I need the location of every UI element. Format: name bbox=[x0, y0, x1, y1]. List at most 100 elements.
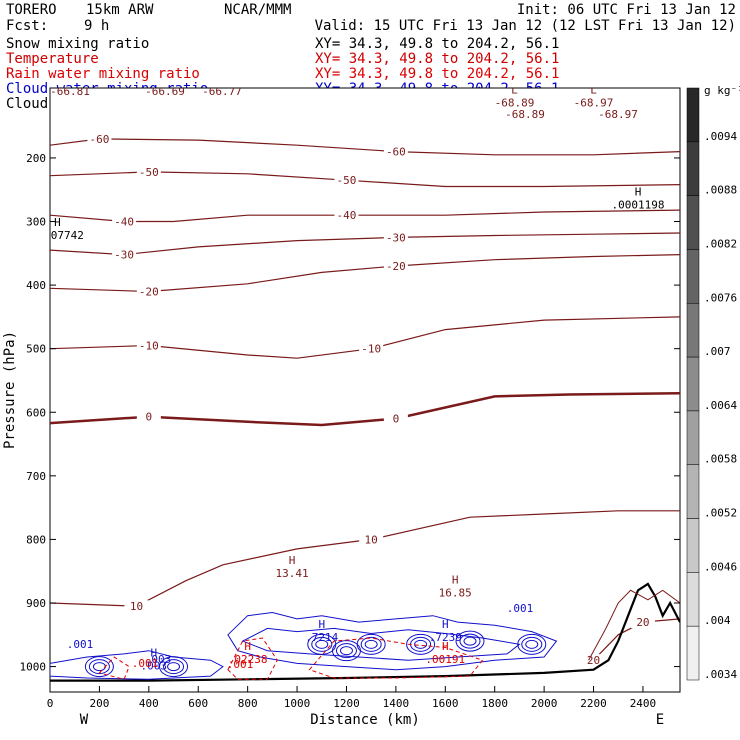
y-tick-label-1: 300 bbox=[26, 216, 46, 229]
temperature-contour-5 bbox=[50, 316, 680, 359]
extremum-value-7: .7239 bbox=[429, 631, 462, 644]
cloud-cell-6-2 bbox=[521, 636, 543, 652]
colorbar: .0094 .0088 .0082 .0076 .007 .0064 .0058 .0052.… bbox=[686, 87, 737, 681]
cloud-cell-2-2 bbox=[311, 636, 333, 652]
temperature-contour-6 bbox=[50, 391, 680, 427]
cloud-cell-0-2 bbox=[88, 659, 110, 675]
x-tick-label-11: 2200 bbox=[580, 697, 607, 710]
extremum-marker-4: L bbox=[511, 84, 518, 97]
colorbar-label-5: .0064 bbox=[704, 399, 737, 412]
y-tick-label-5: 700 bbox=[26, 470, 46, 483]
cloud-cell-7-3 bbox=[331, 640, 361, 662]
x-tick-label-10: 2000 bbox=[531, 697, 558, 710]
x-tick-label-12: 2400 bbox=[630, 697, 657, 710]
y-tick-label-4: 600 bbox=[26, 406, 46, 419]
surface-temperature-contour bbox=[588, 589, 680, 661]
x-tick-label-7: 1400 bbox=[383, 697, 410, 710]
extremum-value-0: .0001198 bbox=[612, 198, 665, 211]
x-tick-label-4: 800 bbox=[238, 697, 258, 710]
temperature-label-3-1: -30 bbox=[386, 231, 406, 244]
y-tick-label-0: 200 bbox=[26, 152, 46, 165]
temperature-contour-4 bbox=[50, 254, 680, 293]
temperature-label-7-0: 10 bbox=[130, 600, 143, 613]
temperature-contour-7 bbox=[50, 510, 680, 607]
colorbar-label-9: .004 bbox=[704, 614, 731, 627]
x-tick-label-0: 0 bbox=[47, 697, 54, 710]
cloud-water-label-0: .001 bbox=[67, 638, 94, 651]
colorbar-label-6: .0058 bbox=[704, 453, 737, 466]
extremum-marker-5: L bbox=[590, 84, 597, 97]
colorbar-swatch-2 bbox=[686, 195, 700, 250]
y-tick-label-3: 500 bbox=[26, 343, 46, 356]
legend-field-2: Rain water mixing ratio bbox=[6, 66, 200, 82]
legend-xsec-2: XY= 34.3, 49.8 to 204.2, 56.1 bbox=[315, 66, 559, 82]
cloud-water-contour-1 bbox=[227, 611, 558, 671]
x-tick-label-5: 1000 bbox=[284, 697, 311, 710]
temperature-label-7-1: 10 bbox=[365, 533, 378, 546]
colorbar-label-10: .0034 bbox=[704, 668, 737, 681]
x-tick-label-3: 600 bbox=[188, 697, 208, 710]
rain-water-contour-0 bbox=[98, 656, 130, 680]
cloud-cell-1-3 bbox=[159, 656, 189, 678]
temperature-label-8-1: 20 bbox=[636, 616, 649, 629]
extremum-value-2: 13.41 bbox=[276, 567, 309, 580]
extremum-marker-2: H bbox=[289, 554, 296, 567]
x-tick-label-1: 200 bbox=[89, 697, 109, 710]
temperature-extreme-2: -66.77 bbox=[202, 85, 242, 98]
model-name: TORERO bbox=[6, 2, 57, 18]
colorbar-swatch-3 bbox=[686, 249, 700, 304]
valid-time: Valid: 15 UTC Fri 13 Jan 12 (12 LST Fri … bbox=[315, 18, 736, 34]
legend-field-0: Snow mixing ratio bbox=[6, 36, 149, 52]
extremum-value-1: .0007742 bbox=[31, 229, 84, 242]
legend-xsec-0: XY= 34.3, 49.8 to 204.2, 56.1 bbox=[315, 36, 559, 52]
temperature-extreme-3: -68.89 bbox=[505, 108, 545, 121]
contour-layer: -60 -60 -50 -50 -40 -40 -30 -30 -20 -20 -10 -10 0 0 10… bbox=[31, 84, 680, 682]
colorbar-label-0: .0094 bbox=[704, 130, 737, 143]
rain-water-contour-2 bbox=[308, 637, 484, 679]
legend-field-1: Temperature bbox=[6, 51, 99, 67]
cloud-cell-4-1 bbox=[414, 639, 428, 649]
temperature-label-6-0: 0 bbox=[146, 411, 153, 424]
model-resolution: 15km ARW bbox=[86, 2, 154, 18]
cloud-cell-2-1 bbox=[315, 639, 329, 649]
temperature-label-0-0: -60 bbox=[89, 133, 109, 146]
temperature-label-3-0: -30 bbox=[114, 249, 134, 262]
colorbar-label-1: .0088 bbox=[704, 184, 737, 197]
extremum-marker-10: H bbox=[442, 640, 449, 653]
plot-area: -60 -60 -50 -50 -40 -40 -30 -30 -20 -20 -10 -10 0 0 10… bbox=[31, 84, 680, 682]
extremum-value-6: .7214 bbox=[305, 631, 338, 644]
extremum-marker-0: H bbox=[635, 185, 642, 198]
rain-label-1: .001 bbox=[227, 658, 254, 671]
extremum-marker-7: H bbox=[442, 618, 449, 631]
colorbar-label-7: .0052 bbox=[704, 507, 737, 520]
x-tick-label-2: 400 bbox=[139, 697, 159, 710]
extremum-marker-3: H bbox=[452, 573, 459, 586]
x-tick-label-9: 1800 bbox=[481, 697, 508, 710]
extremum-value-5: -68.97 bbox=[574, 97, 614, 110]
temperature-label-6-1: 0 bbox=[393, 413, 400, 426]
y-tick-label-7: 900 bbox=[26, 597, 46, 610]
cloud-cell-6-3 bbox=[517, 633, 547, 655]
extremum-value-10: .00191 bbox=[425, 653, 465, 666]
extremum-marker-9: H bbox=[244, 640, 251, 653]
colorbar-swatch-0 bbox=[686, 87, 700, 143]
extremum-value-9: .02238 bbox=[228, 653, 268, 666]
temperature-label-5-0: -10 bbox=[139, 339, 159, 352]
temperature-label-8-0: 20 bbox=[587, 654, 600, 667]
cloud-cell-5-2 bbox=[459, 633, 481, 649]
y-tick-label-2: 400 bbox=[26, 279, 46, 292]
y-tick-label-8: 1000 bbox=[20, 661, 47, 674]
colorbar-unit: g kg⁻¹ bbox=[704, 84, 740, 97]
cloud-cell-5-3 bbox=[455, 630, 485, 652]
extremum-marker-8: H bbox=[150, 646, 157, 659]
cloud-cell-7-2 bbox=[335, 643, 357, 659]
temperature-label-2-1: -40 bbox=[337, 209, 357, 222]
extremum-value-3: 16.85 bbox=[439, 586, 472, 599]
extremum-marker-1: H bbox=[54, 216, 61, 229]
legend-xsec-1: XY= 34.3, 49.8 to 204.2, 56.1 bbox=[315, 51, 559, 67]
temperature-extreme-0: -66.81 bbox=[50, 85, 90, 98]
temperature-label-5-1: -10 bbox=[361, 343, 381, 356]
cloud-cell-5-1 bbox=[463, 636, 477, 646]
temperature-label-2-0: -40 bbox=[114, 216, 134, 229]
cloud-cell-4-3 bbox=[406, 633, 436, 655]
